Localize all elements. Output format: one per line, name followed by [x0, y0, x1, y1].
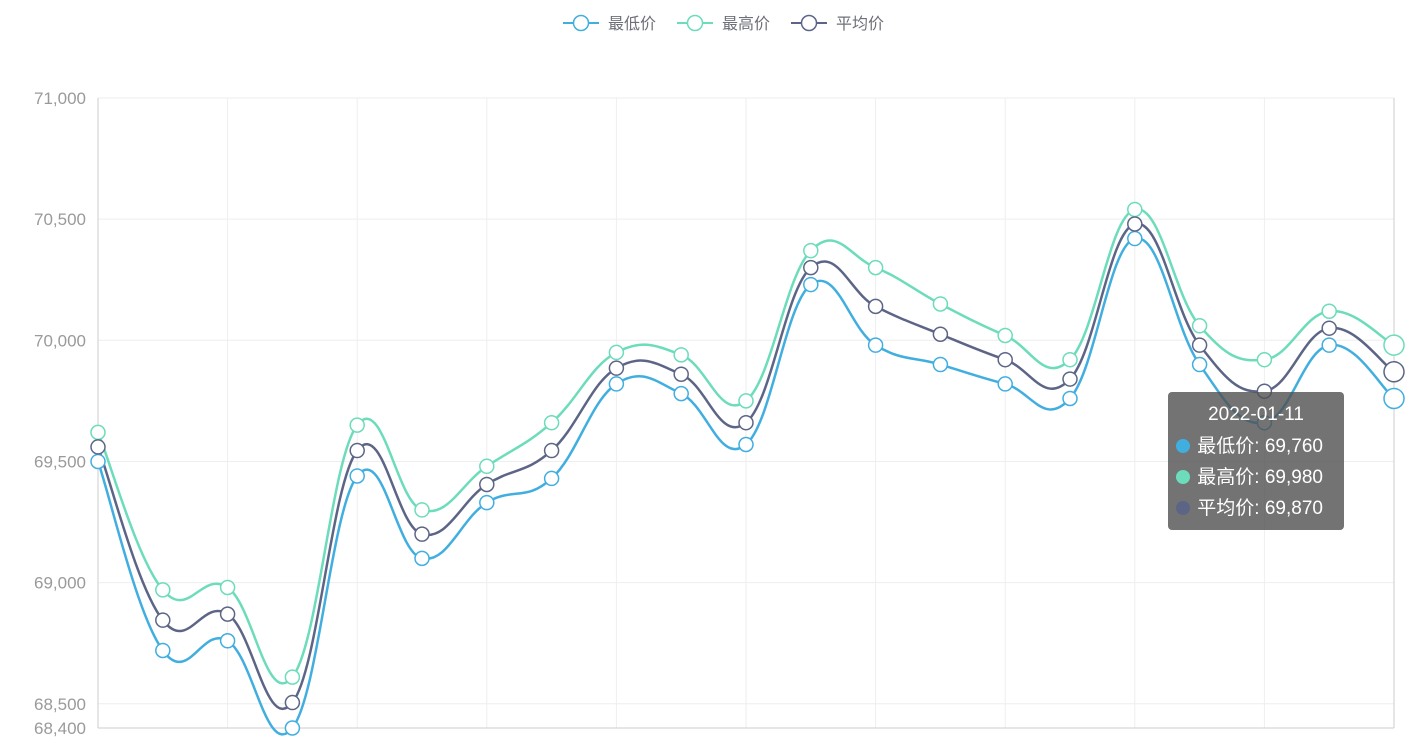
data-point[interactable]	[349, 417, 365, 433]
legend-item-2[interactable]: 平均价	[791, 14, 884, 33]
data-point[interactable]	[1191, 356, 1208, 373]
data-point[interactable]	[997, 351, 1013, 368]
y-tick-label: 70,500	[34, 210, 86, 229]
data-point[interactable]	[1321, 303, 1337, 319]
data-point[interactable]	[932, 356, 949, 373]
data-point[interactable]	[608, 344, 625, 361]
data-point[interactable]	[1127, 216, 1143, 232]
data-point[interactable]	[219, 633, 236, 649]
data-point[interactable]	[738, 414, 754, 431]
data-point[interactable]	[155, 582, 171, 598]
y-tick-label: 69,000	[34, 574, 86, 593]
data-point[interactable]	[997, 327, 1013, 344]
y-tick-label: 71,000	[34, 89, 86, 108]
legend-marker	[800, 14, 818, 32]
tooltip-row-low: 最低价: 69,760	[1176, 431, 1336, 462]
data-point[interactable]	[1256, 351, 1273, 368]
data-point[interactable]	[349, 442, 365, 459]
data-point[interactable]	[738, 436, 754, 453]
tooltip-dot-avg	[1176, 501, 1190, 515]
tooltip: 2022-01-11 最低价: 69,760 最高价: 69,980 平均价: …	[1168, 392, 1344, 530]
axes	[97, 98, 1395, 729]
tooltip-label-avg: 平均价: 69,870	[1197, 498, 1323, 519]
data-point[interactable]	[349, 468, 365, 484]
data-point[interactable]	[1062, 351, 1078, 368]
data-point[interactable]	[1191, 337, 1208, 353]
legend-label: 平均价	[836, 15, 884, 33]
y-tick-label: 68,500	[34, 695, 86, 714]
data-point[interactable]	[738, 393, 754, 409]
data-point[interactable]	[867, 259, 884, 276]
data-point[interactable]	[414, 526, 430, 542]
data-point[interactable]	[932, 296, 949, 312]
data-point[interactable]	[155, 612, 171, 628]
y-tick-label: 68,400	[34, 719, 86, 737]
data-point[interactable]	[1191, 318, 1208, 334]
data-point[interactable]	[1062, 390, 1078, 407]
y-tick-label: 70,000	[34, 331, 86, 350]
data-point[interactable]	[543, 414, 560, 431]
tooltip-dot-low	[1176, 439, 1190, 453]
data-point[interactable]	[1383, 361, 1405, 383]
series-points[interactable]	[90, 201, 1405, 736]
legend-item-0[interactable]: 最低价	[563, 14, 656, 33]
data-point[interactable]	[673, 385, 689, 402]
data-point[interactable]	[1383, 387, 1405, 410]
legend-label: 最高价	[722, 15, 770, 33]
data-point[interactable]	[1127, 230, 1143, 247]
data-point[interactable]	[90, 439, 106, 455]
legend[interactable]: 最低价 最高价 平均价	[563, 14, 884, 33]
data-point[interactable]	[1383, 334, 1405, 356]
tooltip-label-low: 最低价: 69,760	[1197, 436, 1323, 457]
data-point[interactable]	[803, 242, 819, 259]
data-point[interactable]	[867, 298, 884, 315]
data-point[interactable]	[997, 376, 1013, 392]
y-axis-tick-labels: 68,400 68,500 69,000 69,500 70,000 70,500 71,0…	[34, 89, 86, 737]
data-point[interactable]	[479, 458, 495, 475]
data-point[interactable]	[90, 453, 106, 470]
data-point[interactable]	[219, 606, 236, 622]
data-point[interactable]	[1062, 371, 1078, 387]
data-point[interactable]	[1321, 337, 1337, 353]
tooltip-row-avg: 平均价: 69,870	[1176, 493, 1336, 524]
data-point[interactable]	[284, 720, 301, 736]
legend-item-1[interactable]: 最高价	[677, 14, 770, 33]
data-point[interactable]	[673, 347, 689, 363]
data-point[interactable]	[284, 694, 301, 711]
data-point[interactable]	[608, 376, 625, 392]
data-point[interactable]	[1127, 201, 1143, 218]
data-point[interactable]	[414, 502, 430, 518]
y-tick-label: 69,500	[34, 452, 86, 471]
data-point[interactable]	[543, 442, 560, 459]
tooltip-title: 2022-01-11	[1208, 404, 1304, 425]
data-point[interactable]	[803, 276, 819, 293]
data-point[interactable]	[479, 494, 495, 511]
data-point[interactable]	[284, 669, 301, 685]
data-point[interactable]	[673, 366, 689, 382]
data-point[interactable]	[608, 360, 625, 376]
data-point[interactable]	[414, 550, 430, 567]
data-point[interactable]	[155, 642, 171, 659]
data-point[interactable]	[90, 424, 106, 441]
tooltip-row-high: 最高价: 69,980	[1176, 462, 1336, 493]
data-point[interactable]	[867, 337, 884, 353]
data-point[interactable]	[543, 470, 560, 487]
data-point[interactable]	[479, 476, 495, 493]
tooltip-label-high: 最高价: 69,980	[1197, 467, 1323, 488]
data-point[interactable]	[219, 579, 236, 596]
legend-label: 最低价	[608, 15, 656, 33]
legend-marker	[572, 14, 590, 32]
data-point[interactable]	[1321, 320, 1337, 336]
legend-marker	[686, 14, 704, 32]
data-point[interactable]	[803, 259, 819, 276]
tooltip-dot-high	[1176, 470, 1190, 484]
data-point[interactable]	[932, 326, 949, 342]
